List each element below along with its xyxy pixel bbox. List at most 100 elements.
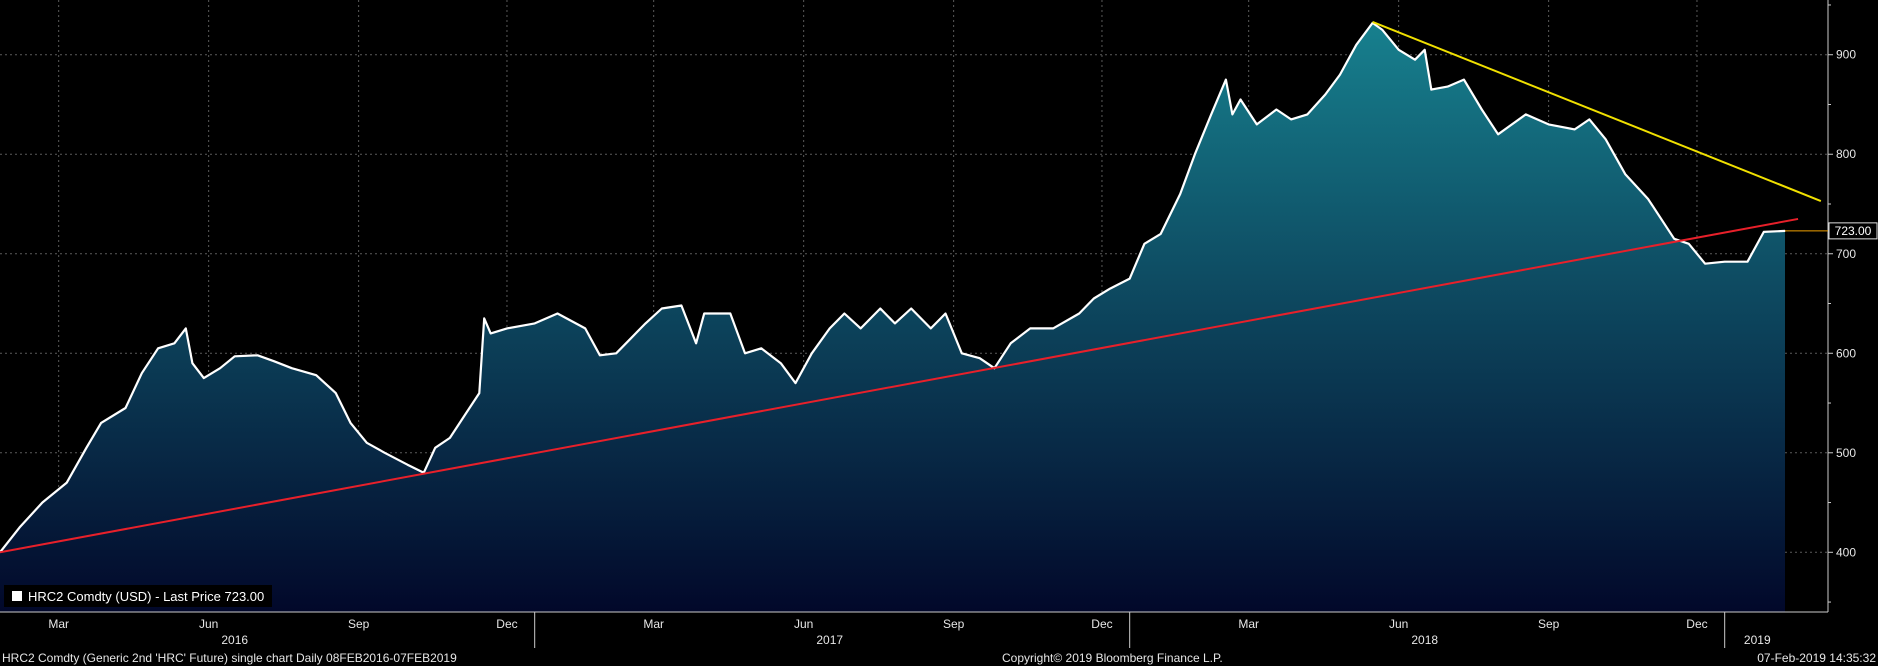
series-point xyxy=(1446,85,1449,88)
series-point xyxy=(1225,78,1227,81)
series-point xyxy=(1423,49,1426,51)
series-point xyxy=(18,526,21,529)
axes: 400 500 600 700 800 900 Mar Jun Sep Dec Mar Jun Sep D… xyxy=(0,0,1878,648)
footer-description: HRC2 Comdty (Generic 2nd 'HRC' Future) s… xyxy=(2,651,457,665)
series-point xyxy=(1604,138,1607,141)
series-point xyxy=(1078,312,1080,315)
ytick-label: 600 xyxy=(1836,346,1856,360)
series-point xyxy=(978,357,981,360)
series-point xyxy=(349,422,352,424)
series-point xyxy=(315,374,318,377)
xtick-label-year: 2017 xyxy=(816,633,843,647)
ytick-label: 700 xyxy=(1836,247,1856,261)
series-point xyxy=(1355,44,1358,46)
series-point xyxy=(1194,153,1196,155)
series-point xyxy=(141,372,143,375)
series-point xyxy=(1673,238,1675,240)
series-point xyxy=(843,312,846,315)
xtick-label-month: Jun xyxy=(794,617,813,631)
series-point xyxy=(185,327,187,330)
series-point xyxy=(1109,287,1111,290)
series-point xyxy=(1210,113,1212,116)
series-point xyxy=(1239,98,1242,101)
xtick-label-month: Jun xyxy=(1389,617,1408,631)
series-point xyxy=(483,317,486,320)
series-point xyxy=(1547,123,1550,126)
series-point xyxy=(910,307,912,310)
series-point xyxy=(1647,198,1649,200)
trendline xyxy=(1372,20,1822,202)
series-area xyxy=(0,21,1786,612)
xtick-label-month: Sep xyxy=(943,617,965,631)
series-point xyxy=(811,352,813,355)
series-point xyxy=(680,304,683,307)
series-point xyxy=(383,452,386,454)
series-point xyxy=(478,392,481,394)
series-point xyxy=(1029,327,1031,330)
last-price-label: 723.00 xyxy=(1835,224,1872,238)
series-point xyxy=(630,337,632,340)
footer-copyright: Copyright© 2019 Bloomberg Finance L.P. xyxy=(1002,651,1223,665)
series-point xyxy=(1723,260,1726,263)
series-point xyxy=(233,355,236,358)
series-point xyxy=(1324,93,1327,96)
series-point xyxy=(729,312,732,315)
series-point xyxy=(173,342,176,345)
series-point xyxy=(41,501,44,504)
legend-label: HRC2 Comdty (USD) - Last Price 723.00 xyxy=(28,588,265,604)
series-point xyxy=(879,307,882,310)
ytick-label: 400 xyxy=(1836,545,1856,559)
series-point xyxy=(1688,243,1690,245)
series-point xyxy=(1763,231,1765,233)
series-point xyxy=(273,360,275,363)
series-point xyxy=(1381,29,1384,31)
series-point xyxy=(449,437,451,439)
series-point xyxy=(465,412,468,414)
series-point xyxy=(506,327,508,330)
series-point xyxy=(1746,260,1749,263)
series-point xyxy=(695,342,697,345)
series-point xyxy=(1497,133,1499,136)
xtick-label-month: Mar xyxy=(48,617,69,631)
ytick-label: 500 xyxy=(1836,446,1856,460)
series-point xyxy=(703,312,705,315)
ytick-label: 900 xyxy=(1836,48,1856,62)
series-area-fill xyxy=(0,22,1785,612)
series-point xyxy=(794,382,797,384)
series-point xyxy=(1414,58,1416,61)
xtick-label-month: Mar xyxy=(643,617,664,631)
series-point xyxy=(66,481,68,484)
last-price-box xyxy=(1828,222,1878,240)
series-point xyxy=(859,327,862,330)
series-point xyxy=(203,377,205,379)
series-point xyxy=(1290,118,1292,121)
series-point xyxy=(584,327,586,330)
series-point xyxy=(1306,113,1309,116)
series-point xyxy=(533,322,536,325)
xtick-label-month: Dec xyxy=(1686,617,1707,631)
series-point xyxy=(1624,173,1626,175)
chart-legend: HRC2 Comdty (USD) - Last Price 723.00 xyxy=(4,585,273,607)
series-point xyxy=(219,367,221,370)
series-point xyxy=(1275,108,1278,111)
series-point xyxy=(256,354,259,357)
series-point xyxy=(828,327,831,330)
trendline xyxy=(0,217,1799,554)
series-point xyxy=(100,422,102,424)
series-point xyxy=(291,367,293,370)
series-point xyxy=(85,447,88,449)
chart-footer: HRC2 Comdty (Generic 2nd 'HRC' Future) s… xyxy=(0,648,1878,666)
series-line xyxy=(0,21,1786,553)
legend-swatch xyxy=(12,591,22,601)
ytick-label: 800 xyxy=(1836,147,1856,161)
series-point xyxy=(894,322,896,325)
series-point xyxy=(944,312,947,315)
xtick-label-year: 2016 xyxy=(221,633,248,647)
series-point xyxy=(1339,73,1341,76)
series-point xyxy=(599,354,601,357)
series-point xyxy=(1397,49,1400,51)
series-point xyxy=(157,347,159,350)
series-point xyxy=(1179,193,1181,195)
series-point xyxy=(1231,113,1234,116)
xtick-label-month: Sep xyxy=(348,617,370,631)
